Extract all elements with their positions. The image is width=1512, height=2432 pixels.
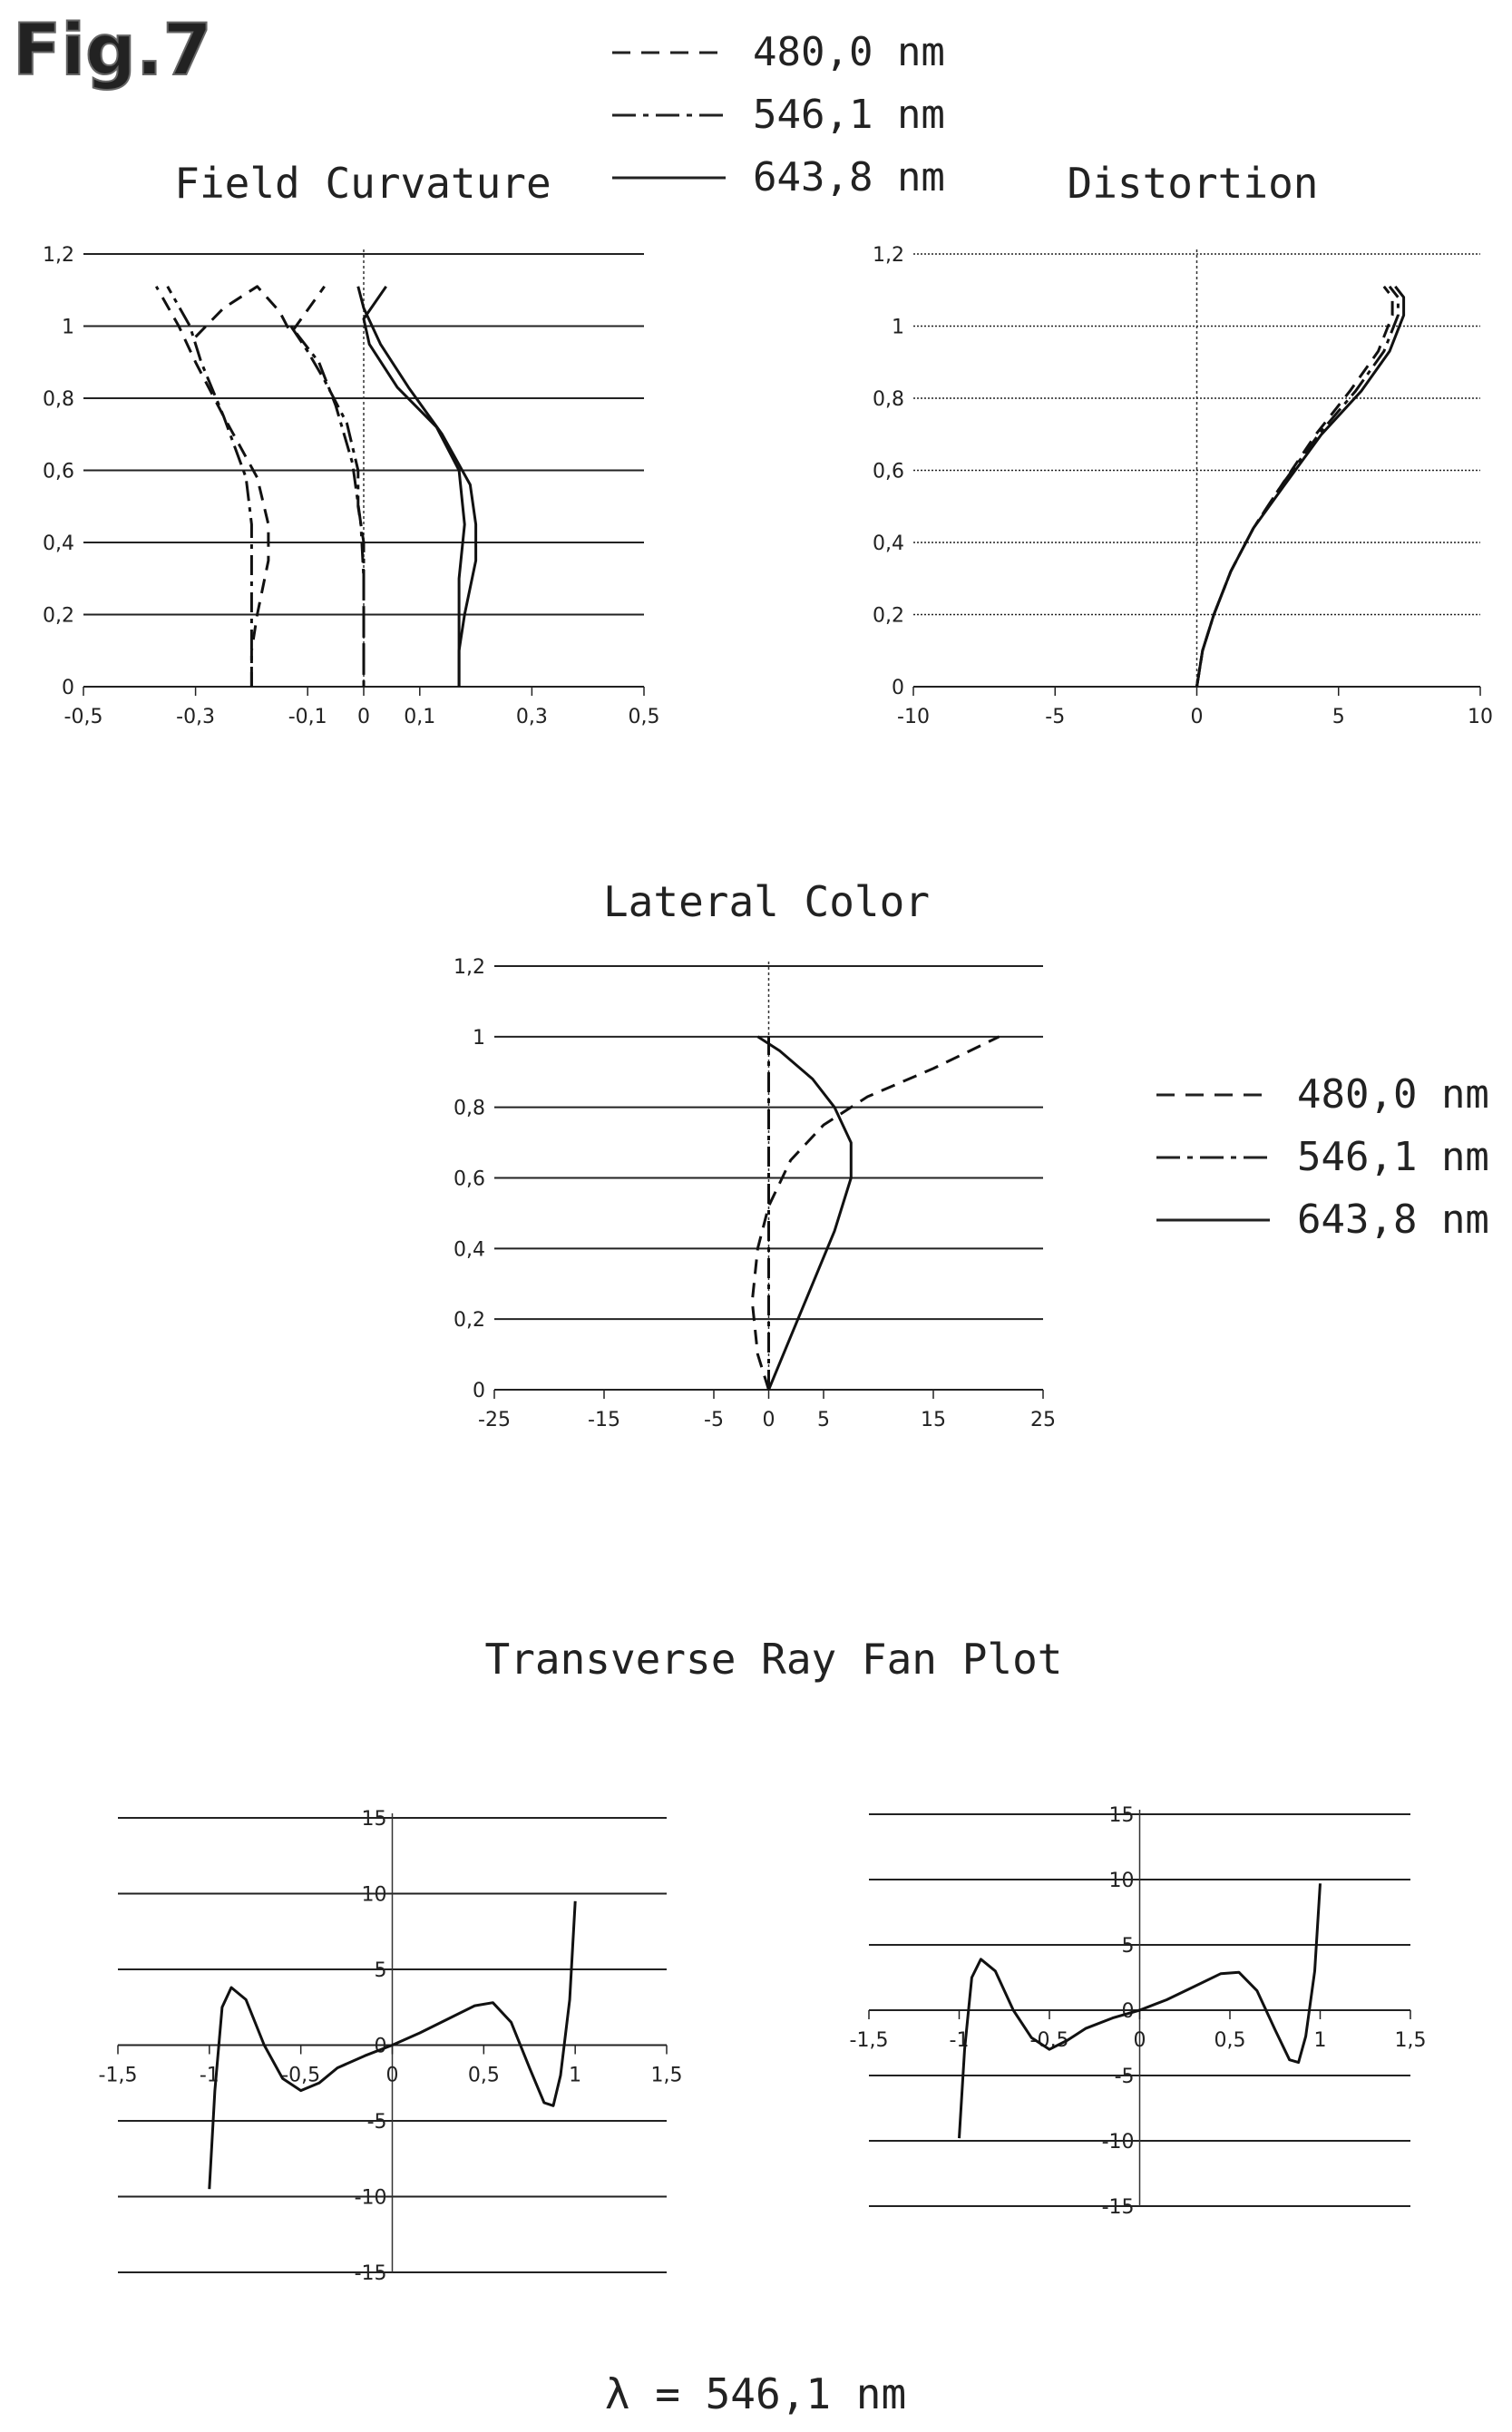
series-line-dash-dot xyxy=(1195,285,1400,688)
y-tick-label: 0,8 xyxy=(43,388,74,411)
x-tick-label: 15 xyxy=(921,1409,946,1431)
y-tick-label: -15 xyxy=(1102,2196,1135,2219)
y-tick-label: 15 xyxy=(1109,1804,1135,1827)
y-tick-label: 0,6 xyxy=(43,461,74,483)
x-tick-label: 0,5 xyxy=(468,2065,500,2087)
x-tick-label: -25 xyxy=(478,1409,511,1431)
x-tick-label: -1,5 xyxy=(850,2029,889,2052)
x-tick-label: 1 xyxy=(1314,2029,1327,2052)
side-legend-label-643: 643,8 nm xyxy=(1297,1196,1489,1243)
x-tick-label: 1,5 xyxy=(1395,2029,1427,2052)
x-tick-label: 0,1 xyxy=(404,706,435,728)
section-title: Transverse Ray Fan Plot xyxy=(485,1635,1063,1684)
x-tick-label: -0,1 xyxy=(288,706,327,728)
x-tick-label: -10 xyxy=(897,706,930,728)
y-tick-label: 5 xyxy=(1122,1935,1135,1958)
side-legend-label-546: 546,1 nm xyxy=(1297,1134,1489,1180)
y-tick-label: 1,2 xyxy=(43,244,74,267)
y-tick-label: 1 xyxy=(62,317,74,339)
x-tick-label: 0 xyxy=(357,706,370,728)
series-line-dash-dot xyxy=(166,286,253,687)
x-tick-label: -0,3 xyxy=(176,706,215,728)
y-tick-label: 0,6 xyxy=(873,461,904,483)
x-tick-label: -0,5 xyxy=(281,2065,320,2087)
x-tick-label: 5 xyxy=(817,1409,830,1431)
field-curvature-chart: Field Curvature 0 0,2 0,4 0,6 0,8 1 1,2 -0,5 -0,3… xyxy=(43,159,660,728)
x-tick-label: 0 xyxy=(1134,2029,1146,2052)
y-tick-label: 15 xyxy=(362,1808,387,1831)
x-tick-label: -5 xyxy=(1045,706,1065,728)
y-tick-label: -10 xyxy=(355,2187,387,2210)
legend-label-643: 643,8 nm xyxy=(753,154,945,200)
y-tick-label: 0,2 xyxy=(43,605,74,628)
y-tick-label: 1 xyxy=(892,317,904,339)
field-curvature-title: Field Curvature xyxy=(174,159,551,208)
y-tick-label: 0,8 xyxy=(454,1098,485,1120)
y-tick-label: 5 xyxy=(375,1959,387,1982)
x-tick-label: 10 xyxy=(1468,706,1493,728)
x-tick-label: 0,5 xyxy=(1214,2029,1246,2052)
y-tick-label: 1,2 xyxy=(873,244,904,267)
y-tick-label: -15 xyxy=(355,2262,387,2285)
y-tick-label: 0,4 xyxy=(43,532,74,555)
legend-label-480: 480,0 nm xyxy=(753,29,945,75)
y-tick-label: 0,4 xyxy=(454,1238,485,1261)
series-line-solid xyxy=(958,1883,1322,2139)
x-tick-label: -5 xyxy=(704,1409,724,1431)
figure-label: Fig.7 xyxy=(13,10,212,92)
y-tick-label: 1,2 xyxy=(454,956,485,979)
y-tick-label: 1 xyxy=(473,1027,485,1050)
series-line-dashed xyxy=(750,1035,1000,1391)
y-tick-label: 0,2 xyxy=(454,1309,485,1332)
y-tick-label: 0 xyxy=(62,677,74,699)
lateral-color-title: Lateral Color xyxy=(603,877,930,926)
x-tick-label: 1 xyxy=(569,2065,581,2087)
series-line-solid xyxy=(208,1900,577,2190)
y-tick-label: 0,8 xyxy=(873,388,904,411)
series-line-dashed xyxy=(154,286,270,687)
lateral-color-chart: Lateral Color 0 0,2 0,4 0,6 0,8 1 1,2 -25 -15 -5 0 5… xyxy=(454,877,1056,1431)
y-tick-label: 0,2 xyxy=(873,605,904,628)
side-legend: 480,0 nm 546,1 nm 643,8 nm xyxy=(1156,1071,1489,1243)
y-tick-label: 0 xyxy=(375,2036,387,2058)
y-tick-label: 0,4 xyxy=(873,532,904,555)
series-line-solid xyxy=(356,286,478,687)
x-tick-label: 0,5 xyxy=(629,706,660,728)
x-tick-label: 0 xyxy=(1191,706,1204,728)
y-tick-label: 0 xyxy=(473,1380,485,1402)
series-line-dash-dot xyxy=(295,332,366,687)
distortion-chart: Distortion 0 0,2 0,4 0,6 0,8 1 1,2 -10 -5 0 5 10 xyxy=(873,159,1493,728)
x-tick-label: 1,5 xyxy=(651,2065,683,2087)
y-tick-label: -5 xyxy=(1115,2066,1135,2088)
x-tick-label: 0,3 xyxy=(516,706,548,728)
x-tick-label: -0,5 xyxy=(64,706,103,728)
x-tick-label: 25 xyxy=(1030,1409,1056,1431)
y-tick-label: 0,6 xyxy=(454,1168,485,1191)
y-tick-label: 0 xyxy=(1122,2000,1135,2023)
y-tick-label: 10 xyxy=(1109,1870,1135,1892)
series-line-dashed xyxy=(1195,285,1394,688)
y-tick-label: -10 xyxy=(1102,2131,1135,2154)
x-tick-label: 0 xyxy=(763,1409,776,1431)
series-line-dash-dot xyxy=(289,325,366,687)
x-tick-label: -15 xyxy=(588,1409,620,1431)
side-legend-label-480: 480,0 nm xyxy=(1297,1071,1489,1118)
wavelength-note: λ = 546,1 nm xyxy=(605,2369,906,2418)
series-line-solid xyxy=(1195,285,1406,688)
x-tick-label: -1,5 xyxy=(99,2065,138,2087)
y-tick-label: 10 xyxy=(362,1884,387,1907)
y-tick-label: -5 xyxy=(367,2111,387,2134)
x-tick-label: 0 xyxy=(386,2065,399,2087)
top-legend: 480,0 nm 546,1 nm 643,8 nm xyxy=(612,29,945,200)
series-line-dashed xyxy=(194,285,326,338)
legend-label-546: 546,1 nm xyxy=(753,92,945,138)
series-line-solid xyxy=(756,1035,853,1391)
distortion-title: Distortion xyxy=(1068,159,1319,208)
x-tick-label: 5 xyxy=(1332,706,1345,728)
series-line-solid xyxy=(362,285,466,687)
y-tick-label: 0 xyxy=(892,677,904,699)
